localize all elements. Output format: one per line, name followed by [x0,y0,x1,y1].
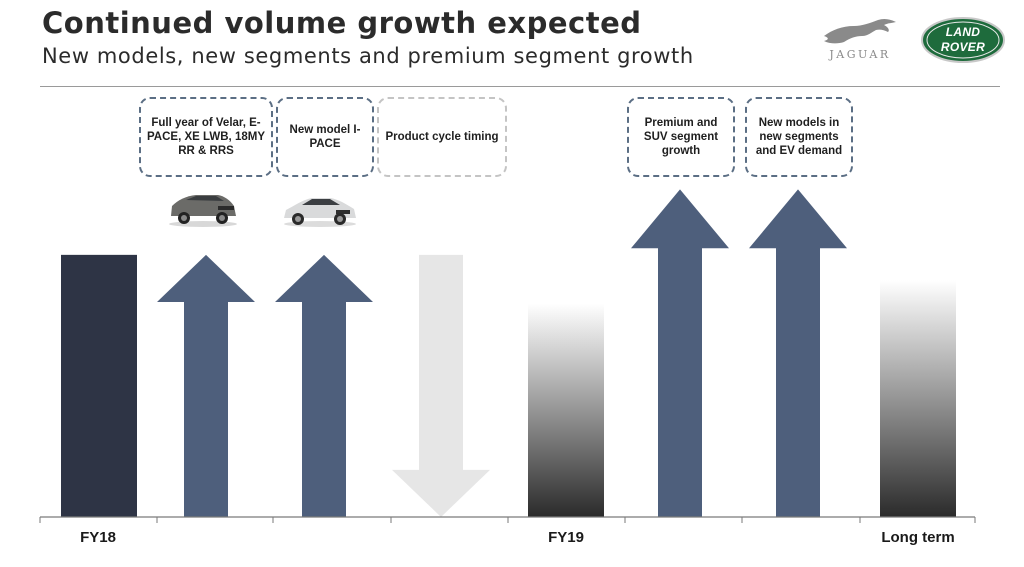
land-rover-oval-icon [921,17,1005,63]
bar-new-model-i-pace [275,254,373,517]
bar-full-year-of-velar-e-pace-xe-lwb-18my-rr-rrs [157,254,255,517]
callout-premium-suv: Premium and SUV segment growth [627,97,735,177]
callout-velar: Full year of Velar, E-PACE, XE LWB, 18MY… [139,97,273,177]
callout-ipace: New model I-PACE [276,97,374,177]
page-title: Continued volume growth expected [42,6,642,40]
x-label-fy19: FY19 [548,529,584,546]
bar-premium-and-suv-segment-growth [631,189,729,518]
jaguar-logo: JAGUAR [818,14,902,64]
land-rover-word-1: LAND [945,25,981,39]
bar-fy18 [61,254,137,517]
land-rover-word-2: ROVER [940,40,986,54]
ipace-car-icon [284,198,356,227]
land-rover-logo: LAND ROVER [920,16,1006,64]
jaguar-wordmark: JAGUAR [829,48,891,61]
x-label-fy18: FY18 [80,529,116,546]
bar-fy19 [528,189,604,518]
bar-new-models-in-new-segments-and-ev-demand [749,189,847,518]
x-label-long-term: Long term [881,529,955,546]
velar-car-icon [169,195,237,227]
jaguar-leaper-icon [824,18,896,44]
callout-new-models: New models in new segments and EV demand [745,97,853,177]
callout-product-cycle: Product cycle timing [377,97,507,177]
bar-long-term [880,152,956,517]
header-divider [40,86,1000,87]
page-subtitle: New models, new segments and premium seg… [42,44,694,68]
bar-product-cycle-timing [392,254,490,517]
